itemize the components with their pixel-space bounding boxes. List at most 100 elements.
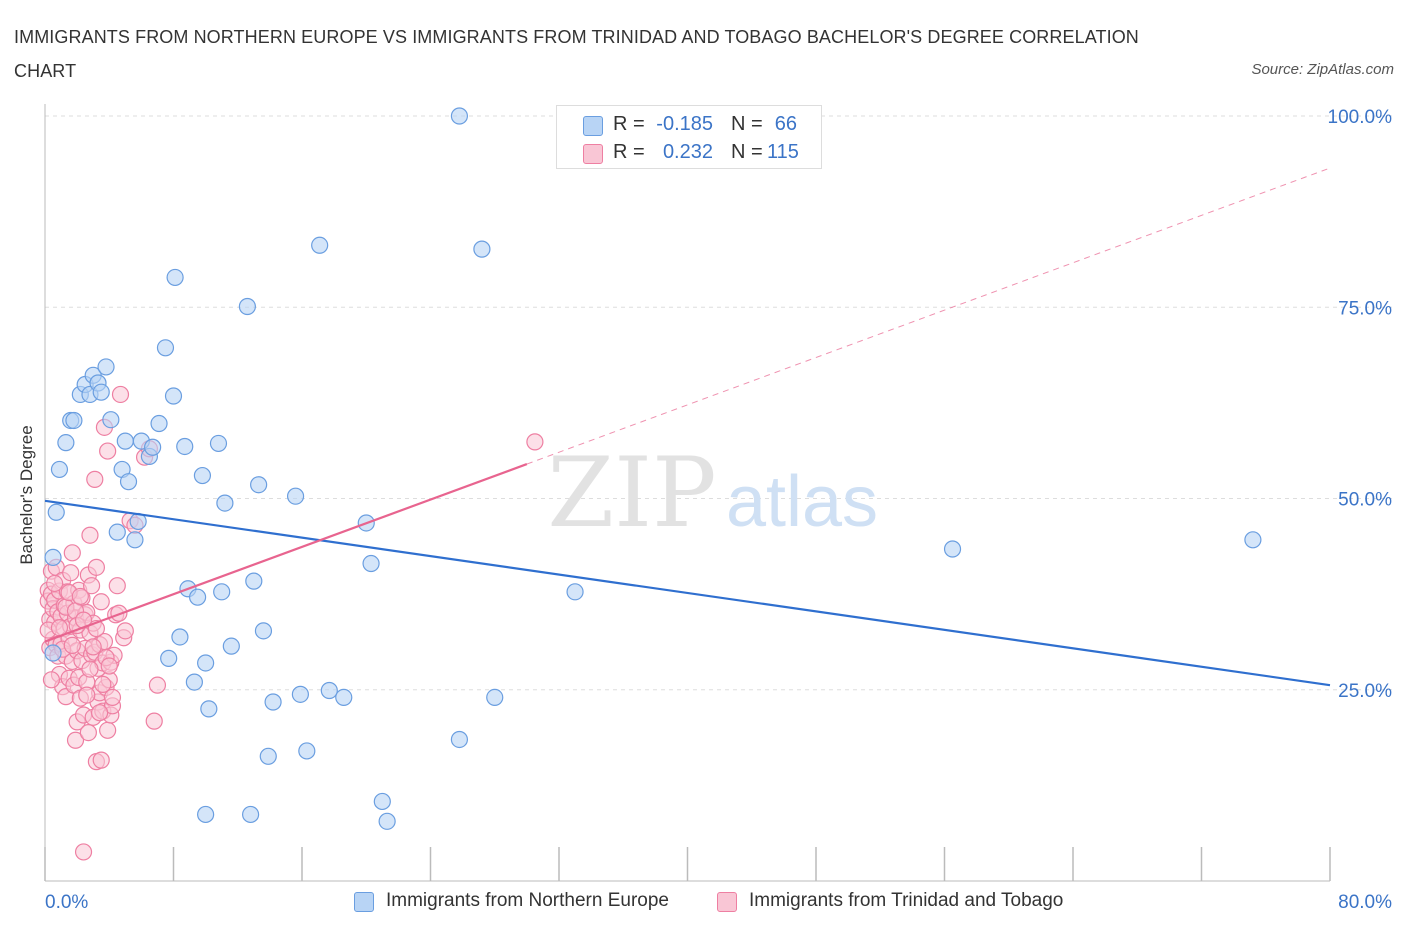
scatter-point-pink bbox=[62, 564, 80, 582]
scatter-point-blue bbox=[362, 554, 380, 573]
scatter-point-blue bbox=[943, 540, 962, 558]
scatter-point-blue bbox=[566, 583, 584, 601]
watermark-atlas: atlas bbox=[726, 462, 878, 542]
scatter-point-pink bbox=[99, 721, 117, 739]
legend-row-blue: R = -0.185 N = 66 bbox=[557, 111, 821, 139]
scatter-point-pink bbox=[79, 723, 97, 742]
scatter-point-blue bbox=[222, 637, 240, 655]
scatter-point-blue bbox=[238, 297, 256, 316]
scatter-point-pink bbox=[94, 675, 112, 693]
legend-item-northern-europe[interactable]: Immigrants from Northern Europe bbox=[354, 889, 694, 915]
scatter-point-blue bbox=[144, 438, 162, 456]
scatter-point-pink bbox=[84, 638, 102, 656]
scatter-point-pink bbox=[63, 544, 81, 562]
scatter-point-blue bbox=[213, 583, 231, 601]
scatter-point-pink bbox=[526, 433, 544, 451]
scatter-point-blue bbox=[197, 805, 215, 824]
blue-swatch bbox=[583, 116, 603, 136]
legend-label-trinidad-tobago: Immigrants from Trinidad and Tobago bbox=[749, 890, 1064, 911]
scatter-point-blue bbox=[450, 730, 469, 749]
legend-label-northern-europe: Immigrants from Northern Europe bbox=[386, 890, 669, 911]
scatter-point-blue bbox=[335, 688, 353, 707]
scatter-point-pink bbox=[86, 470, 104, 488]
legend-item-trinidad-tobago[interactable]: Immigrants from Trinidad and Tobago bbox=[717, 889, 1097, 915]
scatter-point-blue bbox=[156, 339, 175, 357]
scatter-point-pink bbox=[116, 622, 134, 640]
legend-r-label: R = bbox=[613, 113, 645, 135]
scatter-point-blue bbox=[160, 649, 178, 667]
series-northern-europe bbox=[44, 107, 1262, 830]
legend-r-label: R = bbox=[613, 141, 645, 163]
scatter-point-blue bbox=[320, 681, 338, 700]
y-axis-title: Bachelor's Degree bbox=[17, 425, 36, 564]
scatter-point-blue bbox=[200, 700, 218, 718]
scatter-point-blue bbox=[92, 383, 110, 401]
scatter-point-blue bbox=[254, 622, 273, 640]
legend-n-value: 115 bbox=[767, 141, 799, 163]
legend-n-label: N = bbox=[731, 113, 763, 135]
scatter-point-pink bbox=[92, 751, 110, 769]
scatter-point-pink bbox=[87, 558, 106, 576]
scatter-point-blue bbox=[102, 411, 120, 429]
scatter-point-blue bbox=[171, 628, 189, 646]
trend-line-blue bbox=[44, 499, 1331, 687]
scatter-point-blue bbox=[150, 414, 168, 433]
scatter-point-blue bbox=[97, 358, 115, 376]
trend-line-pink-extension bbox=[526, 167, 1331, 465]
scatter-point-pink bbox=[66, 731, 85, 749]
scatter-point-pink bbox=[108, 577, 126, 595]
scatter-point-pink bbox=[81, 660, 99, 678]
scatter-point-blue bbox=[259, 747, 277, 765]
scatter-point-blue bbox=[57, 434, 75, 452]
pink-swatch bbox=[583, 144, 603, 164]
legend-r-value: 0.232 bbox=[662, 141, 713, 163]
scatter-point-pink bbox=[42, 671, 61, 689]
x-tick-label: 80.0% bbox=[1338, 892, 1392, 913]
watermark-zip: ZIP bbox=[547, 437, 716, 549]
tick-labels: 25.0% 50.0% 75.0% 100.0% 0.0% 80.0% bbox=[45, 107, 1392, 913]
scatter-point-pink bbox=[46, 574, 64, 593]
scatter-point-blue bbox=[373, 792, 391, 811]
scatter-point-blue bbox=[197, 654, 215, 672]
scatter-point-pink bbox=[100, 657, 118, 675]
scatter-point-blue bbox=[250, 476, 268, 494]
scatter-point-pink bbox=[82, 577, 101, 595]
scatter-point-blue bbox=[473, 240, 491, 258]
scatter-point-blue bbox=[50, 460, 69, 479]
legend-r-value: -0.185 bbox=[656, 113, 713, 135]
scatter-point-blue bbox=[286, 487, 305, 505]
scatter-point-pink bbox=[81, 526, 99, 544]
x-tick-label: 0.0% bbox=[45, 892, 88, 913]
y-tick-label: 50.0% bbox=[1338, 490, 1392, 511]
scatter-point-pink bbox=[148, 676, 167, 694]
scatter-point-blue bbox=[176, 437, 194, 456]
scatter-point-blue bbox=[245, 572, 263, 590]
scatter-point-blue bbox=[65, 411, 83, 430]
trend-lines bbox=[44, 167, 1331, 687]
correlation-legend: R = -0.185 N = 66 R = 0.232 N = 115 bbox=[556, 105, 822, 169]
scatter-point-blue bbox=[264, 693, 282, 711]
y-tick-label: 75.0% bbox=[1338, 298, 1392, 319]
scatter-point-pink bbox=[74, 843, 93, 861]
grid-lines bbox=[45, 115, 1392, 691]
scatter-point-blue bbox=[164, 387, 183, 405]
scatter-point-blue bbox=[185, 673, 203, 691]
legend-n-value: 66 bbox=[774, 113, 797, 135]
scatter-point-blue bbox=[119, 473, 138, 491]
scatter-point-blue bbox=[450, 107, 469, 125]
y-tick-label: 100.0% bbox=[1328, 107, 1393, 128]
y-tick-label: 25.0% bbox=[1338, 681, 1392, 702]
scatter-point-blue bbox=[311, 236, 329, 254]
source-label: Source: ZipAtlas.com bbox=[1251, 61, 1394, 78]
scatter-point-blue bbox=[242, 805, 260, 824]
scatter-point-blue bbox=[116, 432, 134, 450]
scatter-point-pink bbox=[71, 587, 89, 606]
scatter-point-pink bbox=[145, 712, 163, 730]
scatter-point-blue bbox=[166, 268, 184, 287]
blue-swatch bbox=[354, 892, 374, 912]
scatter-point-blue bbox=[209, 434, 228, 453]
scatter-point-pink bbox=[103, 688, 122, 707]
scatter-point-pink bbox=[78, 686, 96, 704]
scatter-point-blue bbox=[108, 523, 126, 541]
